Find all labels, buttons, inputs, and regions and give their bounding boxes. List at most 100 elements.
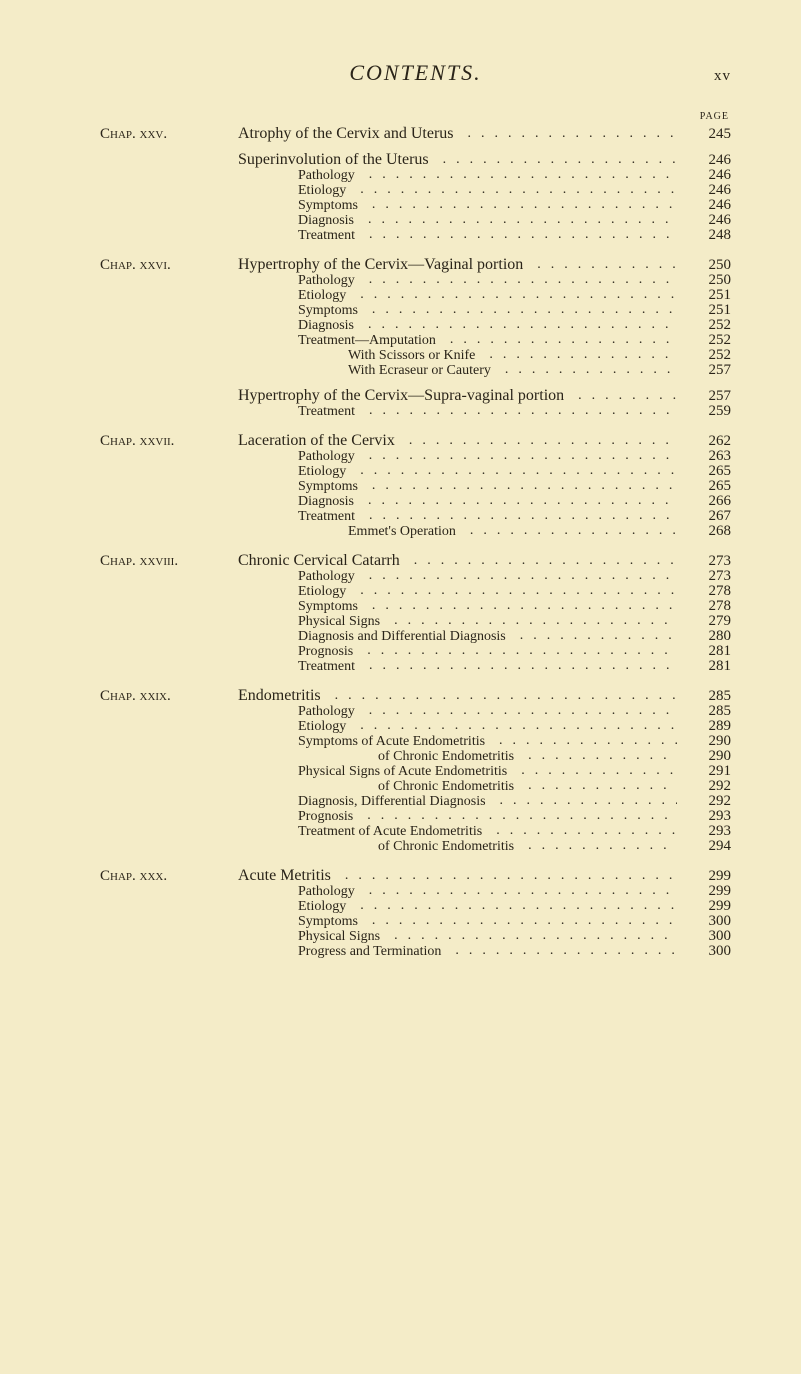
entry-text-col: Chronic Cervical Catarrh................… <box>238 553 677 569</box>
entry-page: 285 <box>677 689 731 704</box>
toc-row: of Chronic Endometritis.................… <box>100 749 731 764</box>
entry-page: 252 <box>677 333 731 348</box>
toc-row: Physical Signs..........................… <box>100 614 731 629</box>
leader-dots: ........................................ <box>441 945 677 958</box>
toc-row: Symptoms................................… <box>100 914 731 929</box>
toc-row: Pathology...............................… <box>100 884 731 899</box>
entry-page: 248 <box>677 228 731 243</box>
page-column-label: PAGE <box>100 111 731 122</box>
entry-text-col: Treatment...............................… <box>238 405 677 419</box>
entry-text: Etiology <box>298 900 346 914</box>
leader-dots: ........................................ <box>475 349 677 362</box>
toc-row: Etiology................................… <box>100 288 731 303</box>
leader-dots: ........................................ <box>354 319 677 332</box>
toc-row: Treatment...............................… <box>100 509 731 524</box>
entry-text: Physical Signs <box>298 930 380 944</box>
leader-dots: ........................................ <box>346 465 677 478</box>
entry-text: Diagnosis and Differential Diagnosis <box>298 630 506 644</box>
toc-row: With Scissors or Knife..................… <box>100 348 731 363</box>
entry-page: 245 <box>677 127 731 142</box>
running-head: CONTENTS. <box>160 60 671 86</box>
leader-dots: ........................................ <box>507 765 677 778</box>
entry-page: 278 <box>677 584 731 599</box>
entry-text: Prognosis <box>298 810 353 824</box>
entry-text: Superinvolution of the Uterus <box>238 152 429 168</box>
entry-text: Progress and Termination <box>298 945 441 959</box>
entry-page: 300 <box>677 929 731 944</box>
toc-row: Progress and Termination................… <box>100 944 731 959</box>
entry-text-col: Physical Signs of Acute Endometritis....… <box>238 765 677 779</box>
entry-text: Symptoms <box>298 915 358 929</box>
entry-text-col: of Chronic Endometritis.................… <box>238 840 677 854</box>
toc-row: Chap. xxv.Atrophy of the Cervix and Uter… <box>100 126 731 142</box>
leader-dots: ........................................ <box>355 274 677 287</box>
leader-dots: ........................................ <box>436 334 677 347</box>
leader-dots: ........................................ <box>346 184 677 197</box>
entry-text: Pathology <box>298 570 355 584</box>
chapter-label: Chap. xxix. <box>100 689 238 704</box>
entry-text: Hypertrophy of the Cervix—Supra-vaginal … <box>238 388 564 404</box>
entry-page: 299 <box>677 899 731 914</box>
leader-dots: ........................................ <box>321 689 677 703</box>
toc-row: Etiology................................… <box>100 719 731 734</box>
entry-text: Etiology <box>298 184 346 198</box>
entry-text: Symptoms <box>298 480 358 494</box>
leader-dots: ........................................ <box>429 153 677 167</box>
entry-text: Treatment—Amputation <box>298 334 436 348</box>
entry-text: Laceration of the Cervix <box>238 433 395 449</box>
entry-page: 246 <box>677 153 731 168</box>
entry-text: of Chronic Endometritis <box>378 840 514 854</box>
toc-row: Treatment...............................… <box>100 659 731 674</box>
entry-text: Atrophy of the Cervix and Uterus <box>238 126 454 142</box>
entry-page: 250 <box>677 258 731 273</box>
leader-dots: ........................................ <box>523 258 677 272</box>
entry-text-col: Treatment...............................… <box>238 229 677 243</box>
leader-dots: ........................................ <box>380 615 677 628</box>
toc-row: Prognosis...............................… <box>100 644 731 659</box>
entry-text: Pathology <box>298 169 355 183</box>
entry-page: 262 <box>677 434 731 449</box>
chapter-label: Chap. xxviii. <box>100 554 238 569</box>
entry-text-col: Pathology...............................… <box>238 705 677 719</box>
entry-text-col: Endometritis............................… <box>238 688 677 704</box>
entry-text: Pathology <box>298 274 355 288</box>
entry-text: With Ecraseur or Cautery <box>348 364 491 378</box>
entry-text-col: Etiology................................… <box>238 720 677 734</box>
leader-dots: ........................................ <box>506 630 677 643</box>
entry-text: Treatment of Acute Endometritis <box>298 825 482 839</box>
leader-dots: ........................................ <box>355 510 677 523</box>
leader-dots: ........................................ <box>380 930 677 943</box>
entry-text-col: Etiology................................… <box>238 585 677 599</box>
toc-row: With Ecraseur or Cautery................… <box>100 363 731 378</box>
header-row: CONTENTS. xv <box>100 60 731 86</box>
entry-text-col: Hypertrophy of the Cervix—Supra-vaginal … <box>238 388 677 404</box>
entry-text-col: Symptoms................................… <box>238 304 677 318</box>
entry-page: 292 <box>677 794 731 809</box>
entry-text: Physical Signs of Acute Endometritis <box>298 765 507 779</box>
entry-text-col: Symptoms................................… <box>238 480 677 494</box>
leader-dots: ........................................ <box>355 885 677 898</box>
entry-text-col: Atrophy of the Cervix and Uterus........… <box>238 126 677 142</box>
entry-text-col: Diagnosis, Differential Diagnosis.......… <box>238 795 677 809</box>
entry-page: 273 <box>677 569 731 584</box>
entry-text-col: Symptoms................................… <box>238 600 677 614</box>
entry-page: 291 <box>677 764 731 779</box>
toc-row: Chap. xxix.Endometritis.................… <box>100 688 731 704</box>
leader-dots: ........................................ <box>456 525 677 538</box>
entry-text-col: Etiology................................… <box>238 900 677 914</box>
entry-page: 292 <box>677 779 731 794</box>
entry-page: 266 <box>677 494 731 509</box>
entry-text-col: Physical Signs..........................… <box>238 615 677 629</box>
toc-row: Etiology................................… <box>100 584 731 599</box>
leader-dots: ........................................ <box>358 199 677 212</box>
entry-text-col: Etiology................................… <box>238 184 677 198</box>
entry-text: Treatment <box>298 510 355 524</box>
leader-dots: ........................................ <box>491 364 677 377</box>
entry-page: 251 <box>677 303 731 318</box>
toc-row: Diagnosis...............................… <box>100 318 731 333</box>
entry-text: Emmet's Operation <box>348 525 456 539</box>
entry-text: of Chronic Endometritis <box>378 750 514 764</box>
toc-row: Symptoms................................… <box>100 198 731 213</box>
chapter-label: Chap. xxv. <box>100 127 238 142</box>
entry-page: 259 <box>677 404 731 419</box>
